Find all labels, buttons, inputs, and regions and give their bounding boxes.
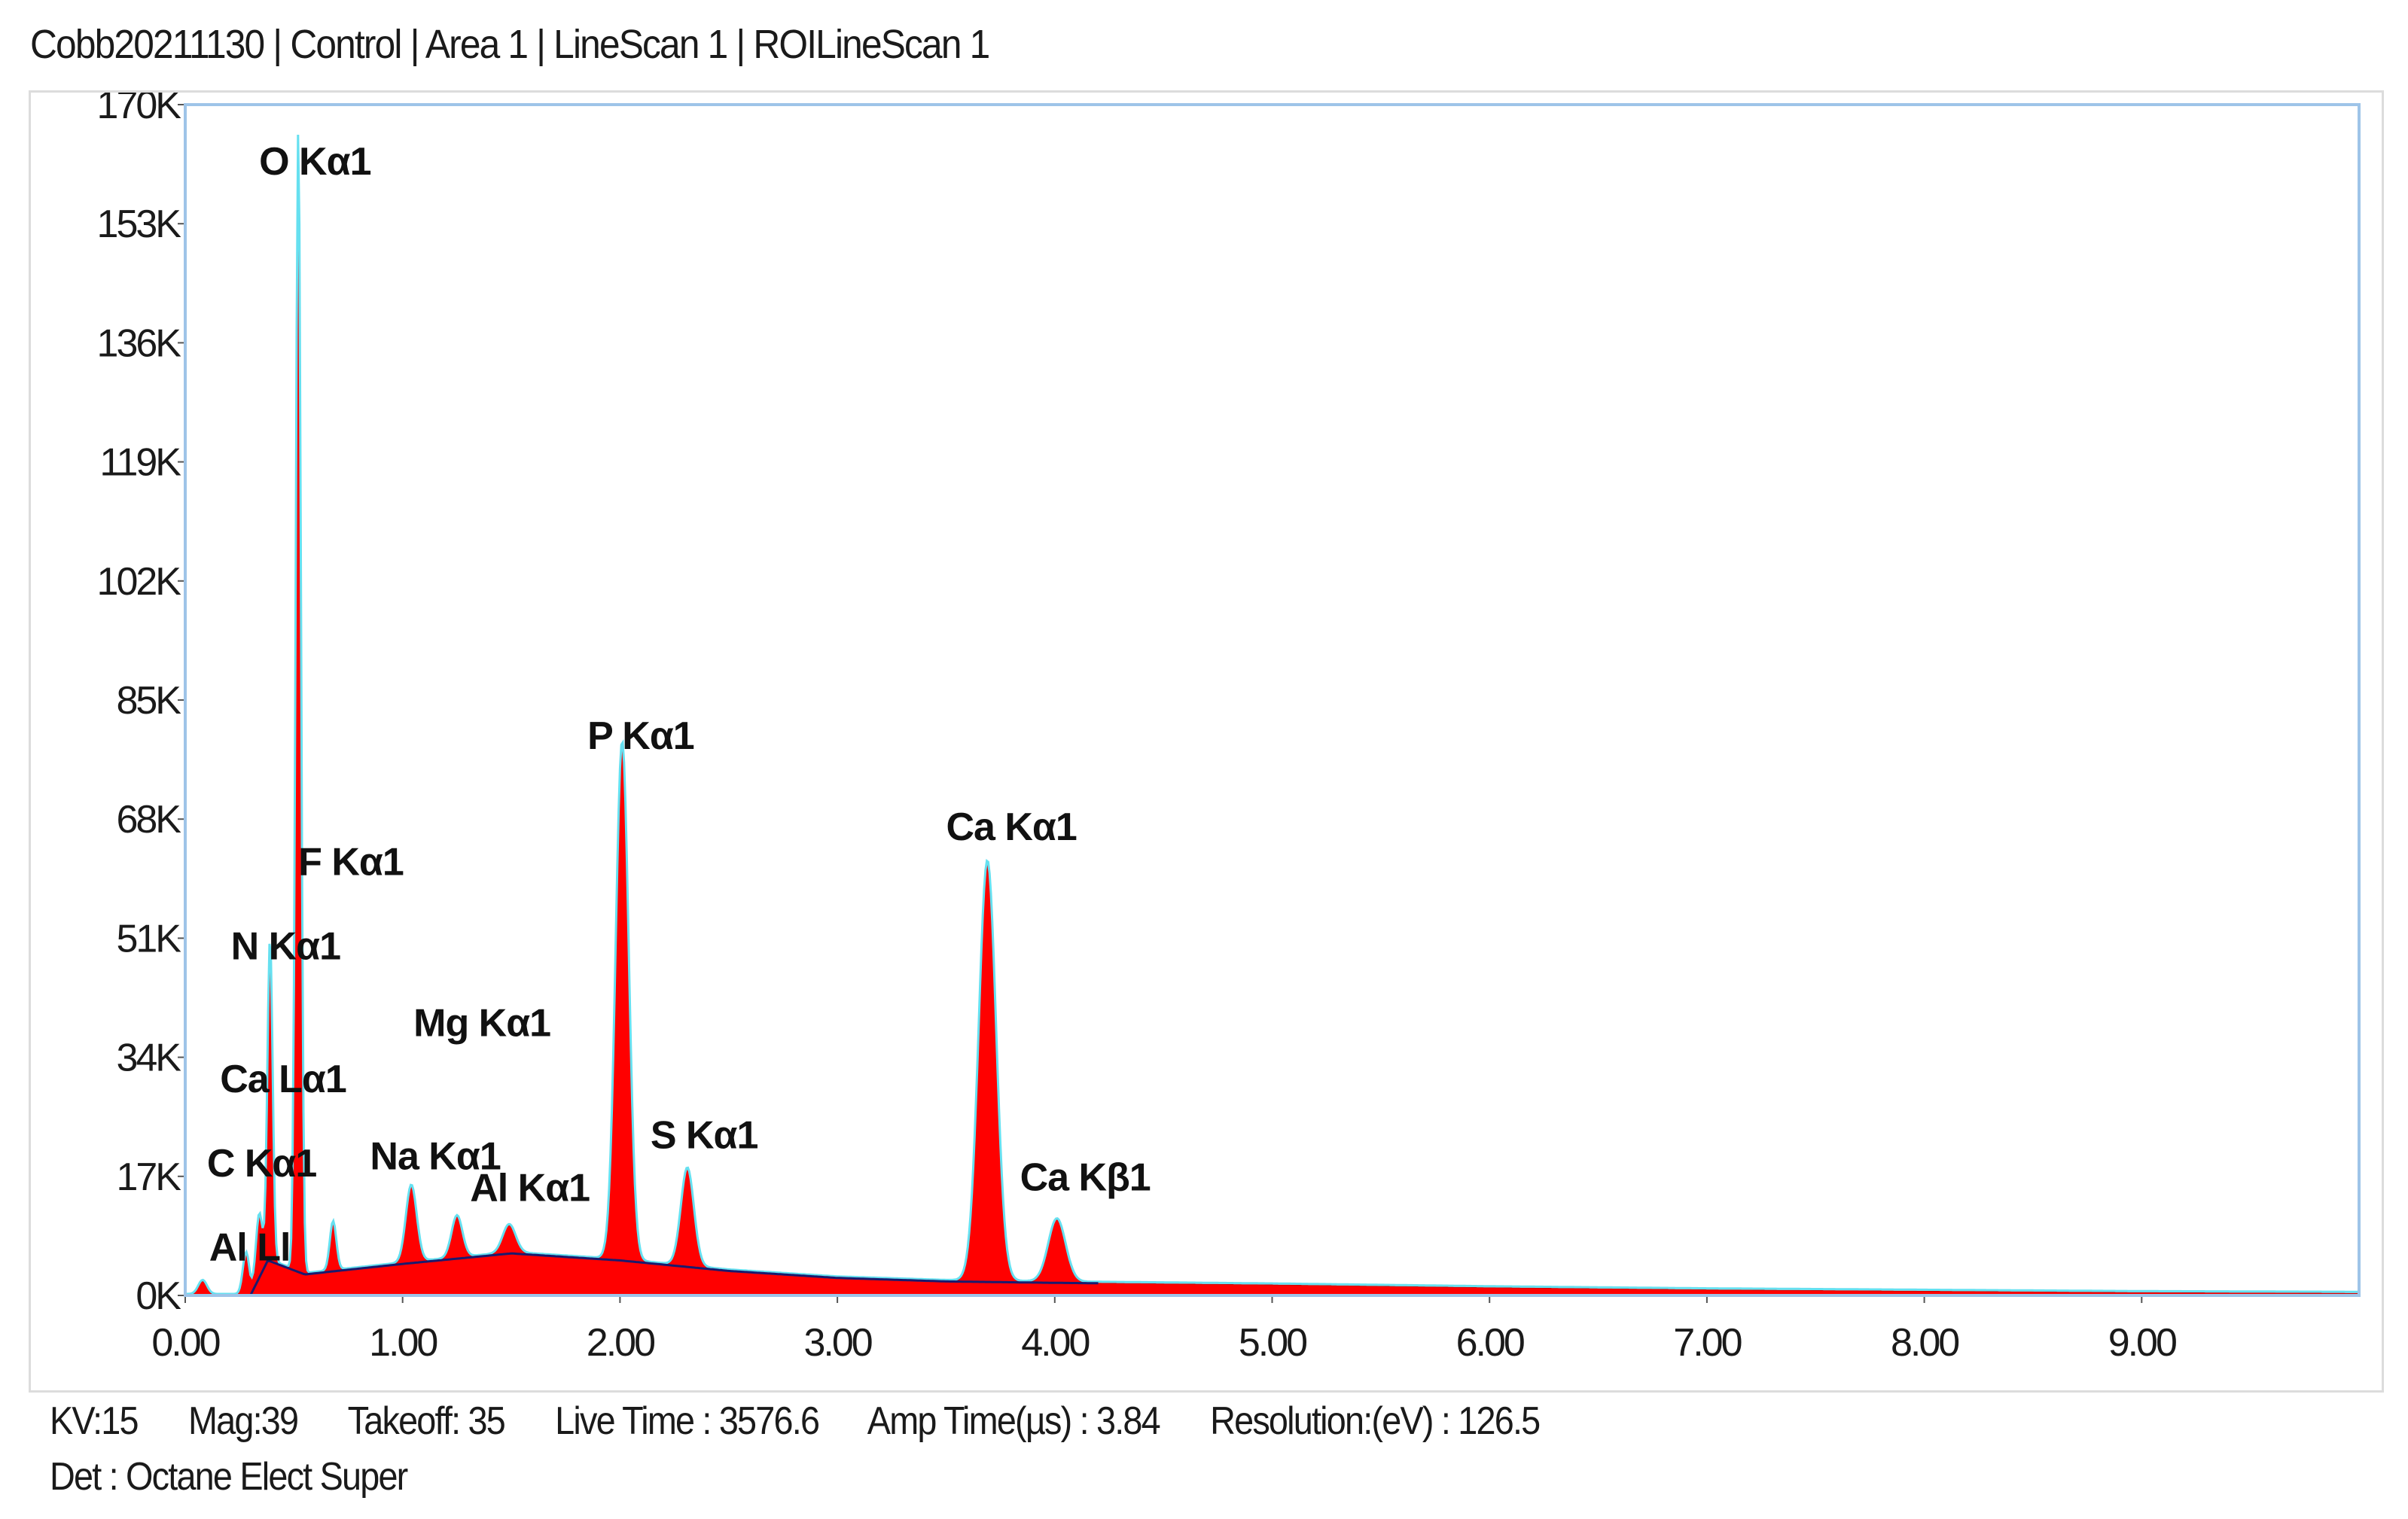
background-fit-line bbox=[249, 1252, 1099, 1296]
y-tick-label: 170K bbox=[97, 93, 182, 127]
chart-frame: 0K 17K 34K 51K 68K 85K 102K 119K 136K 153K 170K 0.… bbox=[29, 90, 2384, 1393]
peak-label: Ca Lα1 bbox=[220, 1058, 346, 1101]
y-tick-label: 51K bbox=[116, 917, 181, 960]
x-tick-label: 4.00 bbox=[1021, 1321, 1089, 1365]
x-tick-label: 6.00 bbox=[1456, 1321, 1524, 1365]
peak-label: S Kα1 bbox=[651, 1114, 758, 1158]
peak-labels: O Kα1 P Kα1 Ca Kα1 F Kα1 N Kα1 Mg Kα1 Ca Lα1 Na… bbox=[207, 140, 1151, 1269]
x-tick-label: 7.00 bbox=[1673, 1321, 1741, 1365]
spectrum-outline bbox=[185, 134, 2359, 1295]
peak-label: O Kα1 bbox=[259, 140, 370, 184]
peak-label: Na Kα1 bbox=[370, 1134, 500, 1178]
peak-label: C Kα1 bbox=[207, 1142, 317, 1186]
plot-area-border bbox=[184, 103, 2361, 1297]
x-tick-label: 9.00 bbox=[2108, 1321, 2176, 1365]
y-tick-label: 119K bbox=[99, 441, 181, 485]
peak-label: Al Kα1 bbox=[470, 1166, 590, 1210]
x-tick-label: 8.00 bbox=[1891, 1321, 1958, 1365]
y-tick-label: 85K bbox=[116, 679, 181, 723]
y-tick-label: 34K bbox=[116, 1037, 181, 1080]
spectrum-title: Cobb20211130 | Control | Area 1 | LineSc… bbox=[30, 22, 990, 67]
peak-label: F Kα1 bbox=[298, 841, 404, 884]
detector-info: Det : Octane Elect Super bbox=[50, 1455, 408, 1499]
peak-label: Mg Kα1 bbox=[413, 1002, 550, 1046]
x-tick-label: 1.00 bbox=[369, 1321, 437, 1365]
peak-label: Ca Kβ1 bbox=[1020, 1155, 1151, 1199]
x-tick-label: 3.00 bbox=[803, 1321, 871, 1365]
y-tick-label: 136K bbox=[97, 321, 182, 365]
acquisition-parameters: KV:15 Mag:39 Takeoff: 35 Live Time : 357… bbox=[50, 1399, 1541, 1443]
peak-label: Ca Kα1 bbox=[946, 805, 1076, 849]
peak-label: P Kα1 bbox=[587, 714, 694, 758]
peak-label: N Kα1 bbox=[231, 924, 341, 968]
y-axis-ticks: 0K 17K 34K 51K 68K 85K 102K 119K 136K 153K 170K bbox=[97, 93, 185, 1318]
spectrum-series bbox=[185, 134, 2360, 1296]
spectrum-area bbox=[185, 135, 2360, 1296]
peak-label: Al Ll bbox=[209, 1225, 291, 1269]
y-tick-label: 68K bbox=[116, 798, 181, 842]
x-tick-label: 0.00 bbox=[151, 1321, 219, 1365]
y-tick-label: 17K bbox=[116, 1155, 181, 1199]
eds-spectrum-chart: 0K 17K 34K 51K 68K 85K 102K 119K 136K 153K 170K 0.… bbox=[97, 93, 2361, 1365]
y-tick-label: 102K bbox=[97, 560, 182, 604]
x-tick-label: 2.00 bbox=[587, 1321, 654, 1365]
y-tick-label: 153K bbox=[97, 202, 182, 246]
y-tick-label: 0K bbox=[136, 1274, 181, 1318]
x-tick-label: 5.00 bbox=[1239, 1321, 1306, 1365]
x-axis-ticks: 0.00 1.00 2.00 3.00 4.00 5.00 6.00 7.00 8.00 9.00 bbox=[151, 1295, 2178, 1365]
